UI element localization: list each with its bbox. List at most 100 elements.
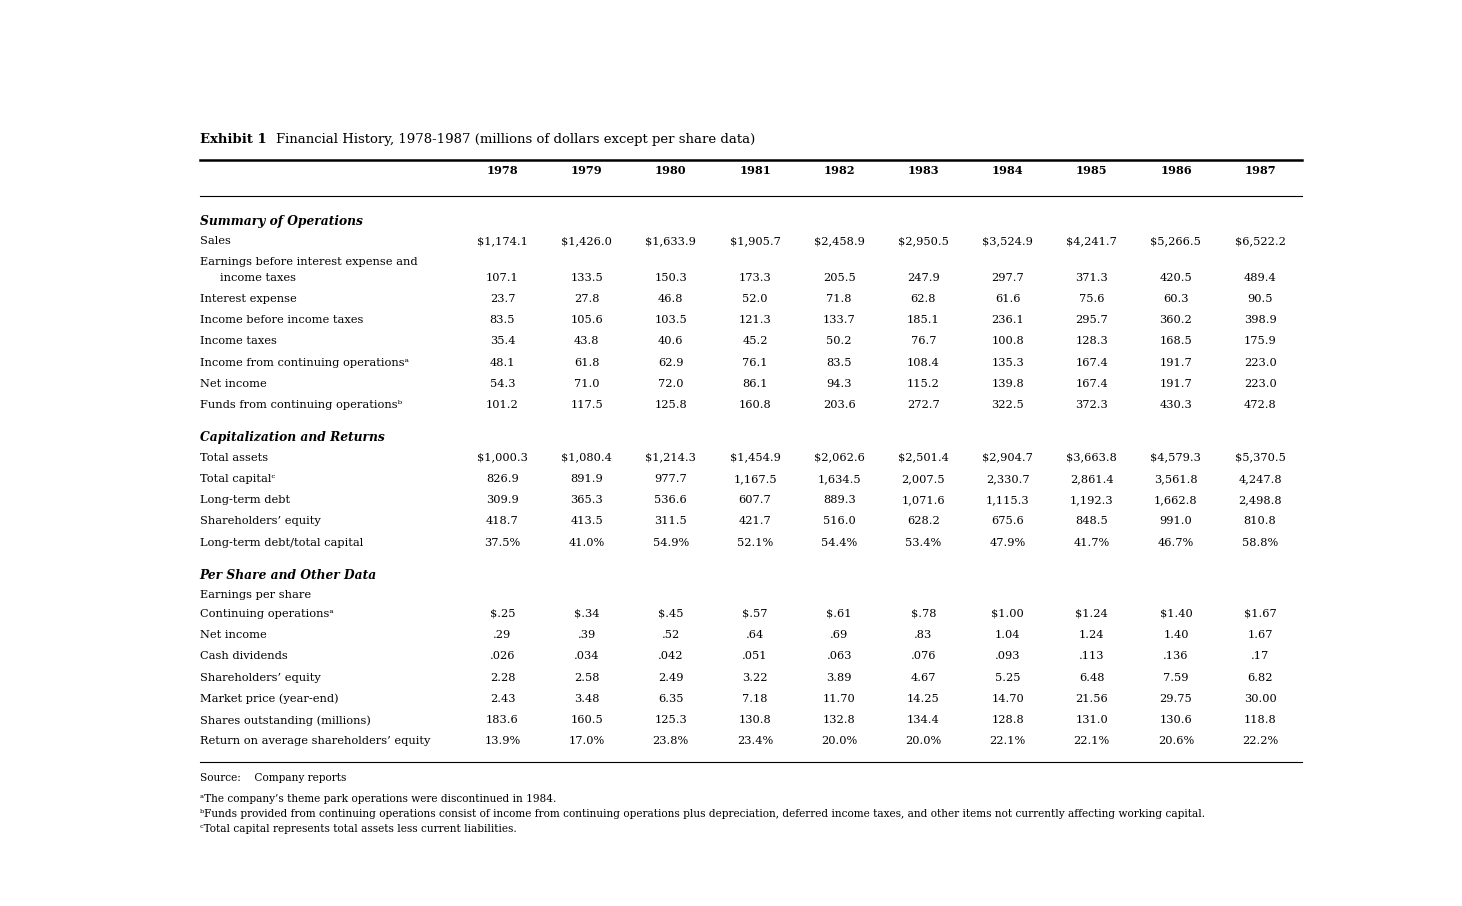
Text: 150.3: 150.3 (655, 273, 687, 283)
Text: $1.24: $1.24 (1076, 609, 1108, 619)
Text: 72.0: 72.0 (658, 379, 684, 389)
Text: .034: .034 (575, 651, 599, 661)
Text: 23.7: 23.7 (490, 294, 515, 304)
Text: 472.8: 472.8 (1244, 400, 1276, 410)
Text: 6.35: 6.35 (658, 694, 684, 704)
Text: 40.6: 40.6 (658, 336, 684, 346)
Text: 22.1%: 22.1% (990, 737, 1026, 747)
Text: 322.5: 322.5 (991, 400, 1023, 410)
Text: 107.1: 107.1 (485, 273, 519, 283)
Text: 35.4: 35.4 (490, 336, 515, 346)
Text: 6.48: 6.48 (1079, 672, 1104, 682)
Text: .39: .39 (577, 630, 595, 640)
Text: $1,080.4: $1,080.4 (561, 453, 613, 463)
Text: 52.1%: 52.1% (737, 538, 773, 548)
Text: 2,498.8: 2,498.8 (1238, 496, 1282, 506)
Text: 61.8: 61.8 (575, 358, 599, 368)
Text: 22.1%: 22.1% (1073, 737, 1110, 747)
Text: .29: .29 (493, 630, 512, 640)
Text: 398.9: 398.9 (1244, 315, 1276, 325)
Text: 1.24: 1.24 (1079, 630, 1104, 640)
Text: Net income: Net income (200, 379, 266, 389)
Text: $.57: $.57 (743, 609, 768, 619)
Text: 13.9%: 13.9% (484, 737, 520, 747)
Text: 418.7: 418.7 (485, 516, 519, 526)
Text: .17: .17 (1251, 651, 1269, 661)
Text: 60.3: 60.3 (1164, 294, 1189, 304)
Text: 2,007.5: 2,007.5 (902, 474, 944, 484)
Text: 41.7%: 41.7% (1073, 538, 1110, 548)
Text: $1,214.3: $1,214.3 (645, 453, 696, 463)
Text: $6,522.2: $6,522.2 (1235, 236, 1285, 246)
Text: income taxes: income taxes (221, 273, 297, 283)
Text: ᵃThe company’s theme park operations were discontinued in 1984.: ᵃThe company’s theme park operations wer… (200, 794, 556, 804)
Text: 125.3: 125.3 (655, 715, 687, 725)
Text: 101.2: 101.2 (485, 400, 519, 410)
Text: 76.7: 76.7 (911, 336, 936, 346)
Text: ᶜTotal capital represents total assets less current liabilities.: ᶜTotal capital represents total assets l… (200, 824, 516, 834)
Text: .063: .063 (826, 651, 852, 661)
Text: $5,266.5: $5,266.5 (1151, 236, 1202, 246)
Text: 1,634.5: 1,634.5 (817, 474, 861, 484)
Text: .64: .64 (746, 630, 765, 640)
Text: $.25: $.25 (490, 609, 515, 619)
Text: $2,062.6: $2,062.6 (814, 453, 864, 463)
Text: 2.49: 2.49 (658, 672, 684, 682)
Text: 160.5: 160.5 (570, 715, 602, 725)
Text: 43.8: 43.8 (575, 336, 599, 346)
Text: .52: .52 (662, 630, 680, 640)
Text: Income taxes: Income taxes (200, 336, 276, 346)
Text: Cash dividends: Cash dividends (200, 651, 288, 661)
Text: 131.0: 131.0 (1076, 715, 1108, 725)
Text: 128.8: 128.8 (991, 715, 1023, 725)
Text: 810.8: 810.8 (1244, 516, 1276, 526)
Text: 20.0%: 20.0% (905, 737, 942, 747)
Text: 1.04: 1.04 (994, 630, 1020, 640)
Text: $.45: $.45 (658, 609, 684, 619)
Text: 536.6: 536.6 (655, 496, 687, 506)
Text: $.61: $.61 (826, 609, 852, 619)
Text: 5.25: 5.25 (994, 672, 1020, 682)
Text: 17.0%: 17.0% (569, 737, 605, 747)
Text: Shareholders’ equity: Shareholders’ equity (200, 516, 320, 526)
Text: 628.2: 628.2 (906, 516, 940, 526)
Text: 413.5: 413.5 (570, 516, 602, 526)
Text: 115.2: 115.2 (906, 379, 940, 389)
Text: .83: .83 (914, 630, 933, 640)
Text: $1,454.9: $1,454.9 (730, 453, 781, 463)
Text: 108.4: 108.4 (906, 358, 940, 368)
Text: Financial History, 1978-1987 (millions of dollars except per share data): Financial History, 1978-1987 (millions o… (276, 133, 754, 146)
Text: Source:    Company reports: Source: Company reports (200, 773, 346, 783)
Text: Summary of Operations: Summary of Operations (200, 215, 363, 227)
Text: 46.7%: 46.7% (1158, 538, 1194, 548)
Text: $1,000.3: $1,000.3 (477, 453, 528, 463)
Text: 247.9: 247.9 (906, 273, 940, 283)
Text: 128.3: 128.3 (1076, 336, 1108, 346)
Text: Total assets: Total assets (200, 453, 268, 463)
Text: 14.70: 14.70 (991, 694, 1023, 704)
Text: 1,167.5: 1,167.5 (732, 474, 776, 484)
Text: 76.1: 76.1 (743, 358, 768, 368)
Text: 58.8%: 58.8% (1243, 538, 1278, 548)
Text: 1984: 1984 (991, 165, 1023, 176)
Text: .113: .113 (1079, 651, 1104, 661)
Text: 826.9: 826.9 (485, 474, 519, 484)
Text: 1.40: 1.40 (1164, 630, 1189, 640)
Text: 516.0: 516.0 (823, 516, 855, 526)
Text: .042: .042 (658, 651, 684, 661)
Text: 41.0%: 41.0% (569, 538, 605, 548)
Text: 20.0%: 20.0% (822, 737, 857, 747)
Text: 371.3: 371.3 (1076, 273, 1108, 283)
Text: 1983: 1983 (908, 165, 939, 176)
Text: 191.7: 191.7 (1159, 358, 1193, 368)
Text: 3.89: 3.89 (826, 672, 852, 682)
Text: 135.3: 135.3 (991, 358, 1023, 368)
Text: $4,241.7: $4,241.7 (1066, 236, 1117, 246)
Text: 125.8: 125.8 (655, 400, 687, 410)
Text: 71.0: 71.0 (575, 379, 599, 389)
Text: 132.8: 132.8 (823, 715, 855, 725)
Text: 365.3: 365.3 (570, 496, 602, 506)
Text: 1987: 1987 (1244, 165, 1276, 176)
Text: 1986: 1986 (1161, 165, 1192, 176)
Text: 83.5: 83.5 (826, 358, 852, 368)
